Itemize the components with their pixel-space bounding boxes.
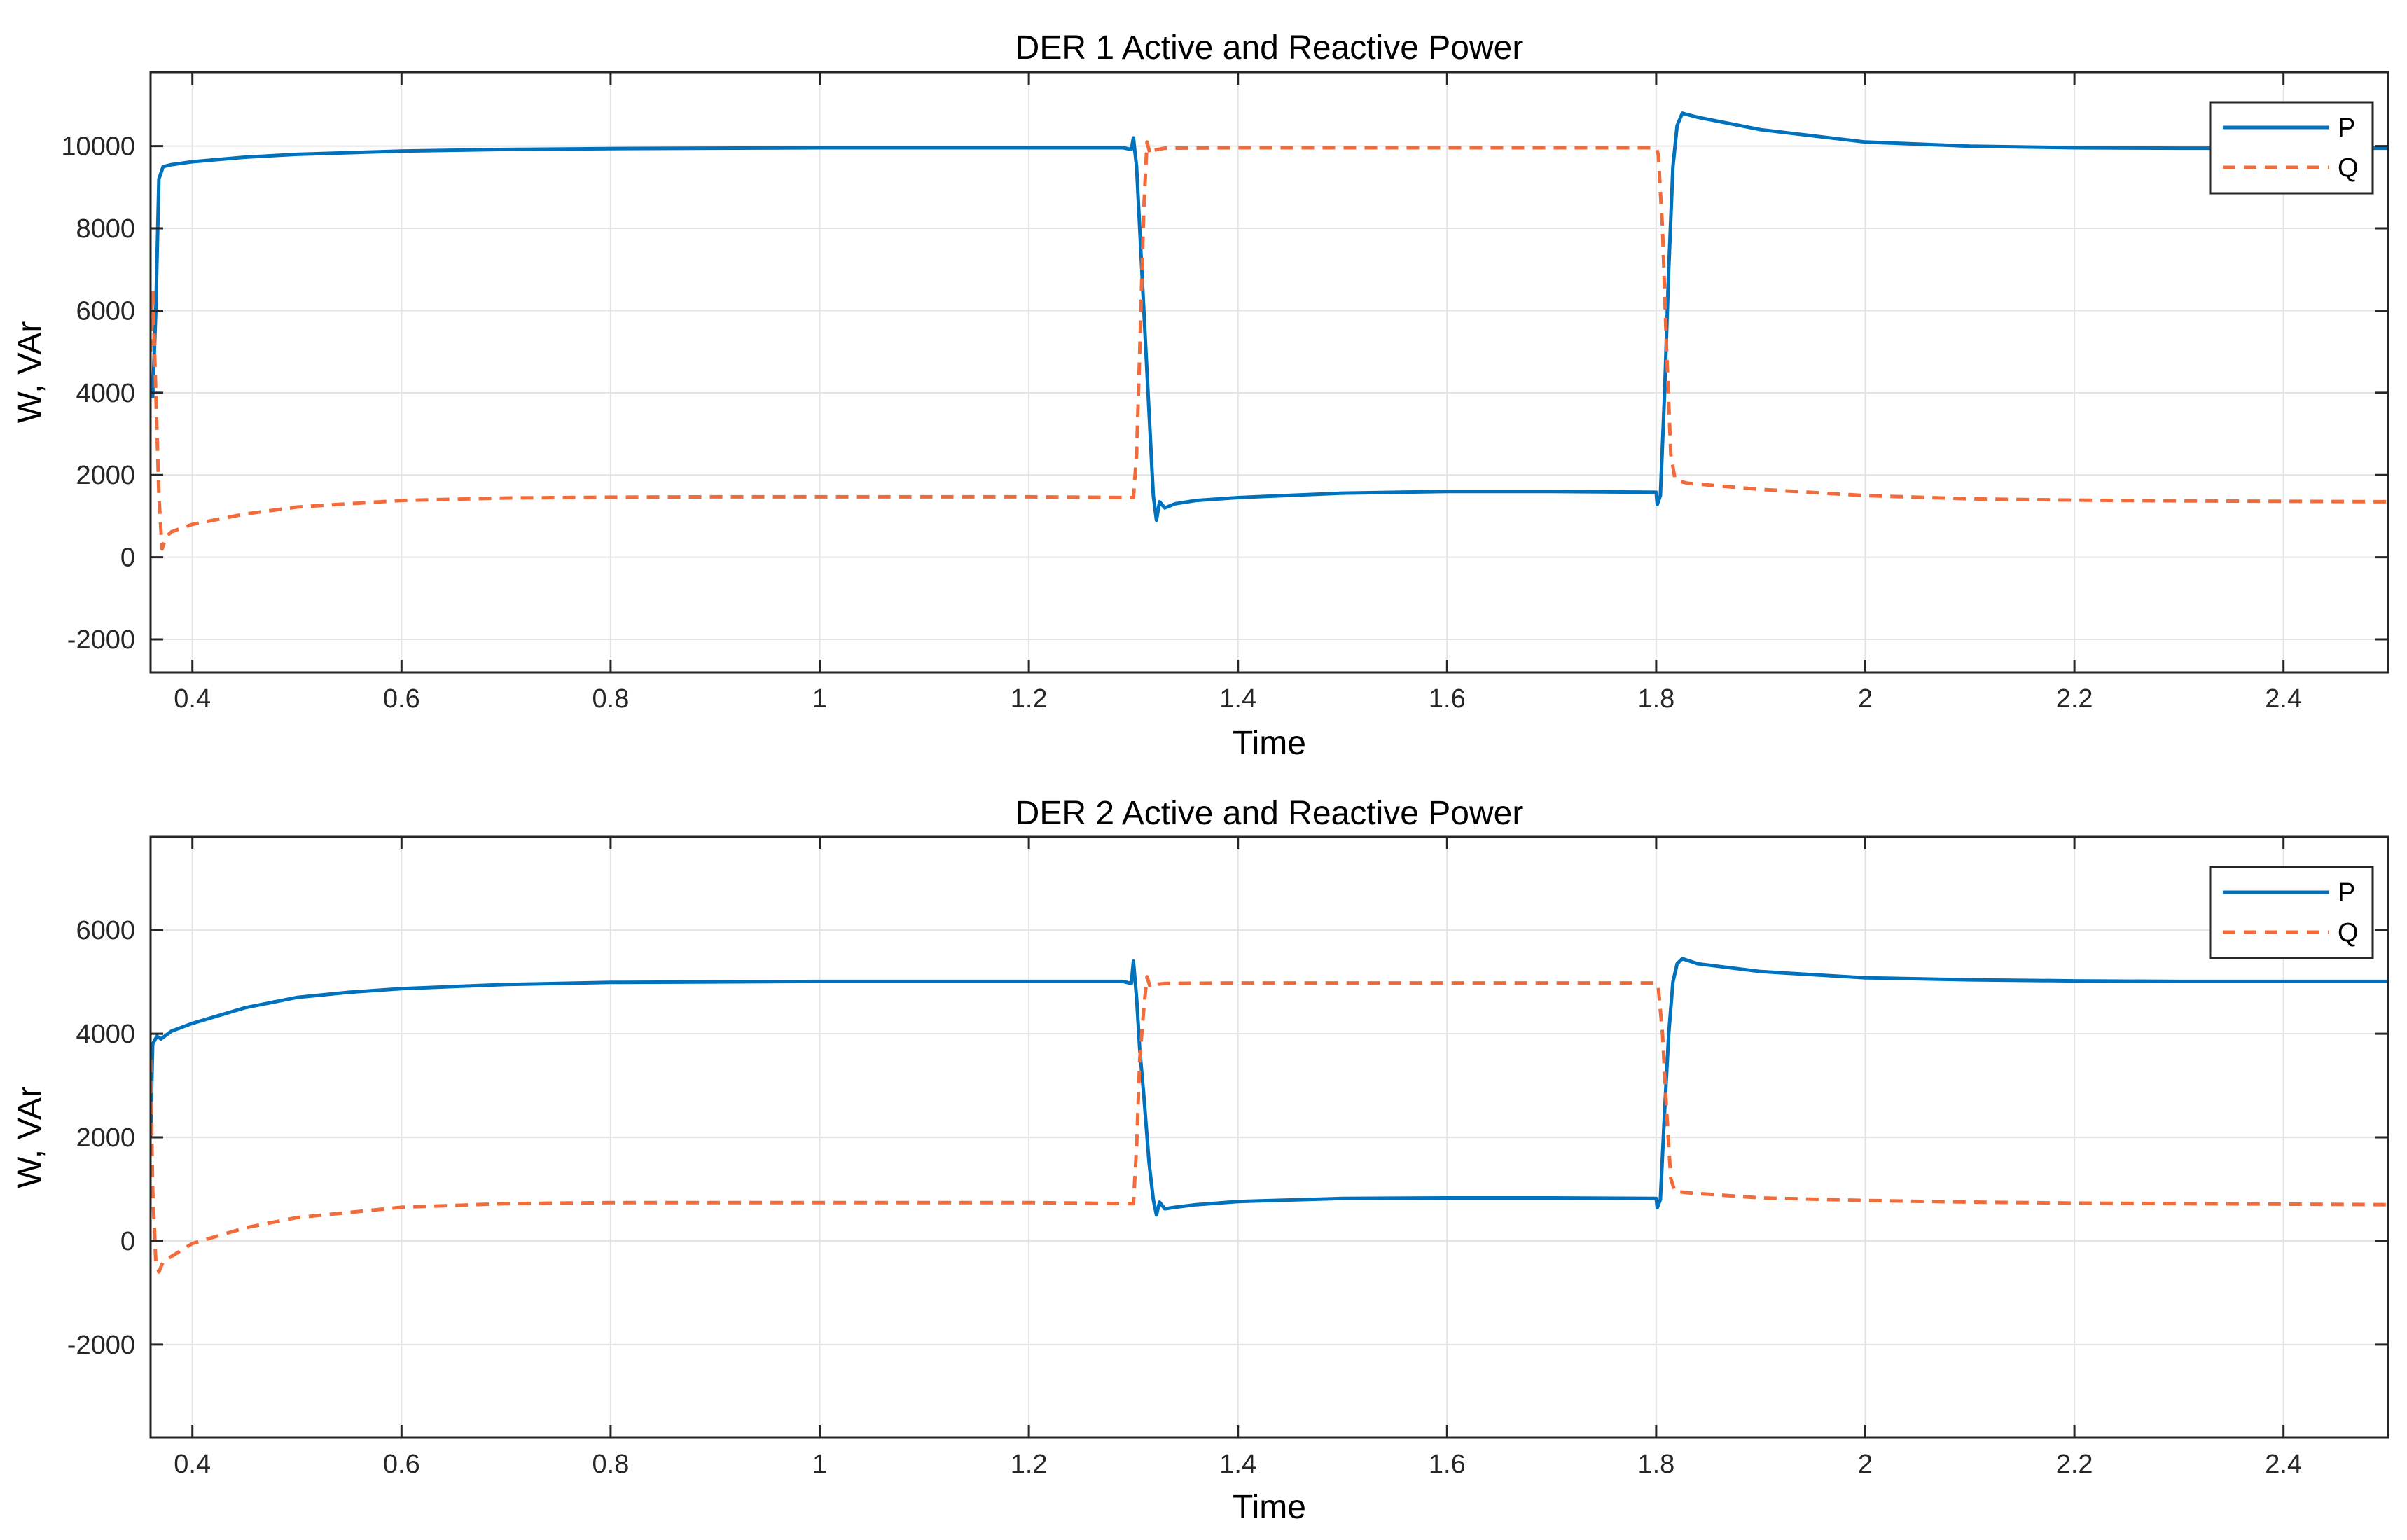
chart-1-y-tick-label: 8000 [76,214,135,244]
chart-1-title: DER 1 Active and Reactive Power [1015,29,1524,67]
chart-2-x-tick-label: 2.2 [2056,1450,2093,1479]
chart-2-x-tick-label: 1.6 [1429,1450,1466,1479]
chart-1-x-tick-label: 2.4 [2265,684,2302,714]
chart-2-y-tick-label: 6000 [76,916,135,945]
chart-2-legend: PQ [2209,866,2374,959]
chart-2-y-axis-label: W, VAr [11,1086,48,1188]
chart-1-legend-label-q: Q [2338,153,2359,183]
chart-2-legend-label-q: Q [2338,918,2359,948]
chart-1: 0.4 0.6 0.8 1 1.2 1.4 1.6 1.8 2 2.2 2.4 -2000 0 2000 4… [11,29,2389,762]
chart-1-axes-box [149,71,2389,674]
chart-1-x-tick-label: 1.4 [1219,684,1256,714]
chart-2-series-p-line [151,957,2388,1217]
chart-1-x-tick-label: 1 [812,684,827,714]
chart-2-legend-label-p: P [2338,878,2355,908]
chart-1-plot-area [151,72,2388,672]
chart-2-x-tick-label: 1 [812,1450,827,1479]
chart-1-y-tick-label: 0 [120,543,135,573]
chart-2-x-tick-label: 2.4 [2265,1450,2302,1479]
chart-1-x-axis-label: Time [1233,725,1306,762]
chart-1-x-tick-label: 2 [1858,684,1873,714]
chart-2-x-tick-label: 1.4 [1219,1450,1256,1479]
chart-1-legend-label-p: P [2338,113,2355,143]
chart-1-x-tick-label: 1.8 [1637,684,1674,714]
chart-1-y-tick-label: 10000 [61,132,135,162]
chart-1-y-tick-label: 2000 [76,461,135,490]
chart-2-series-q-line [151,975,2388,1274]
chart-1-legend-box [2209,101,2374,195]
chart-1-x-tick-label: 2.2 [2056,684,2093,714]
chart-1-y-tick-label: -2000 [67,625,135,655]
chart-1-x-tick-label: 0.4 [174,684,211,714]
chart-2-x-tick-label: 1.2 [1011,1450,1048,1479]
chart-1-x-tick-label: 1.6 [1429,684,1466,714]
chart-1-y-tick-label: 4000 [76,379,135,408]
chart-2-x-tick-label: 0.4 [174,1450,211,1479]
chart-1-y-tick-label: 6000 [76,296,135,326]
chart-2-x-tick-label: 0.8 [592,1450,630,1479]
chart-2-x-tick-label: 0.6 [383,1450,420,1479]
chart-2-x-axis-label: Time [1233,1489,1306,1526]
chart-1-series-q-line [151,140,2388,551]
chart-1-x-tick-label: 0.6 [383,684,420,714]
chart-2-y-tick-label: 4000 [76,1020,135,1049]
chart-2-x-tick-label: 1.8 [1637,1450,1674,1479]
chart-2-legend-box [2209,866,2374,959]
chart-2: 0.4 0.6 0.8 1 1.2 1.4 1.6 1.8 2 2.2 2.4 -2000 0 2000 4… [11,795,2389,1526]
chart-1-legend: PQ [2209,101,2374,195]
chart-2-title: DER 2 Active and Reactive Power [1015,795,1524,832]
chart-2-x-tick-label: 2 [1858,1450,1873,1479]
chart-1-series-p-line [151,111,2388,522]
chart-1-y-axis-label: W, VAr [11,321,48,424]
chart-1-x-tick-label: 0.8 [592,684,630,714]
chart-2-y-tick-label: -2000 [67,1331,135,1360]
chart-2-y-tick-label: 2000 [76,1123,135,1153]
chart-1-x-tick-label: 1.2 [1011,684,1048,714]
chart-2-y-tick-label: 0 [120,1227,135,1256]
